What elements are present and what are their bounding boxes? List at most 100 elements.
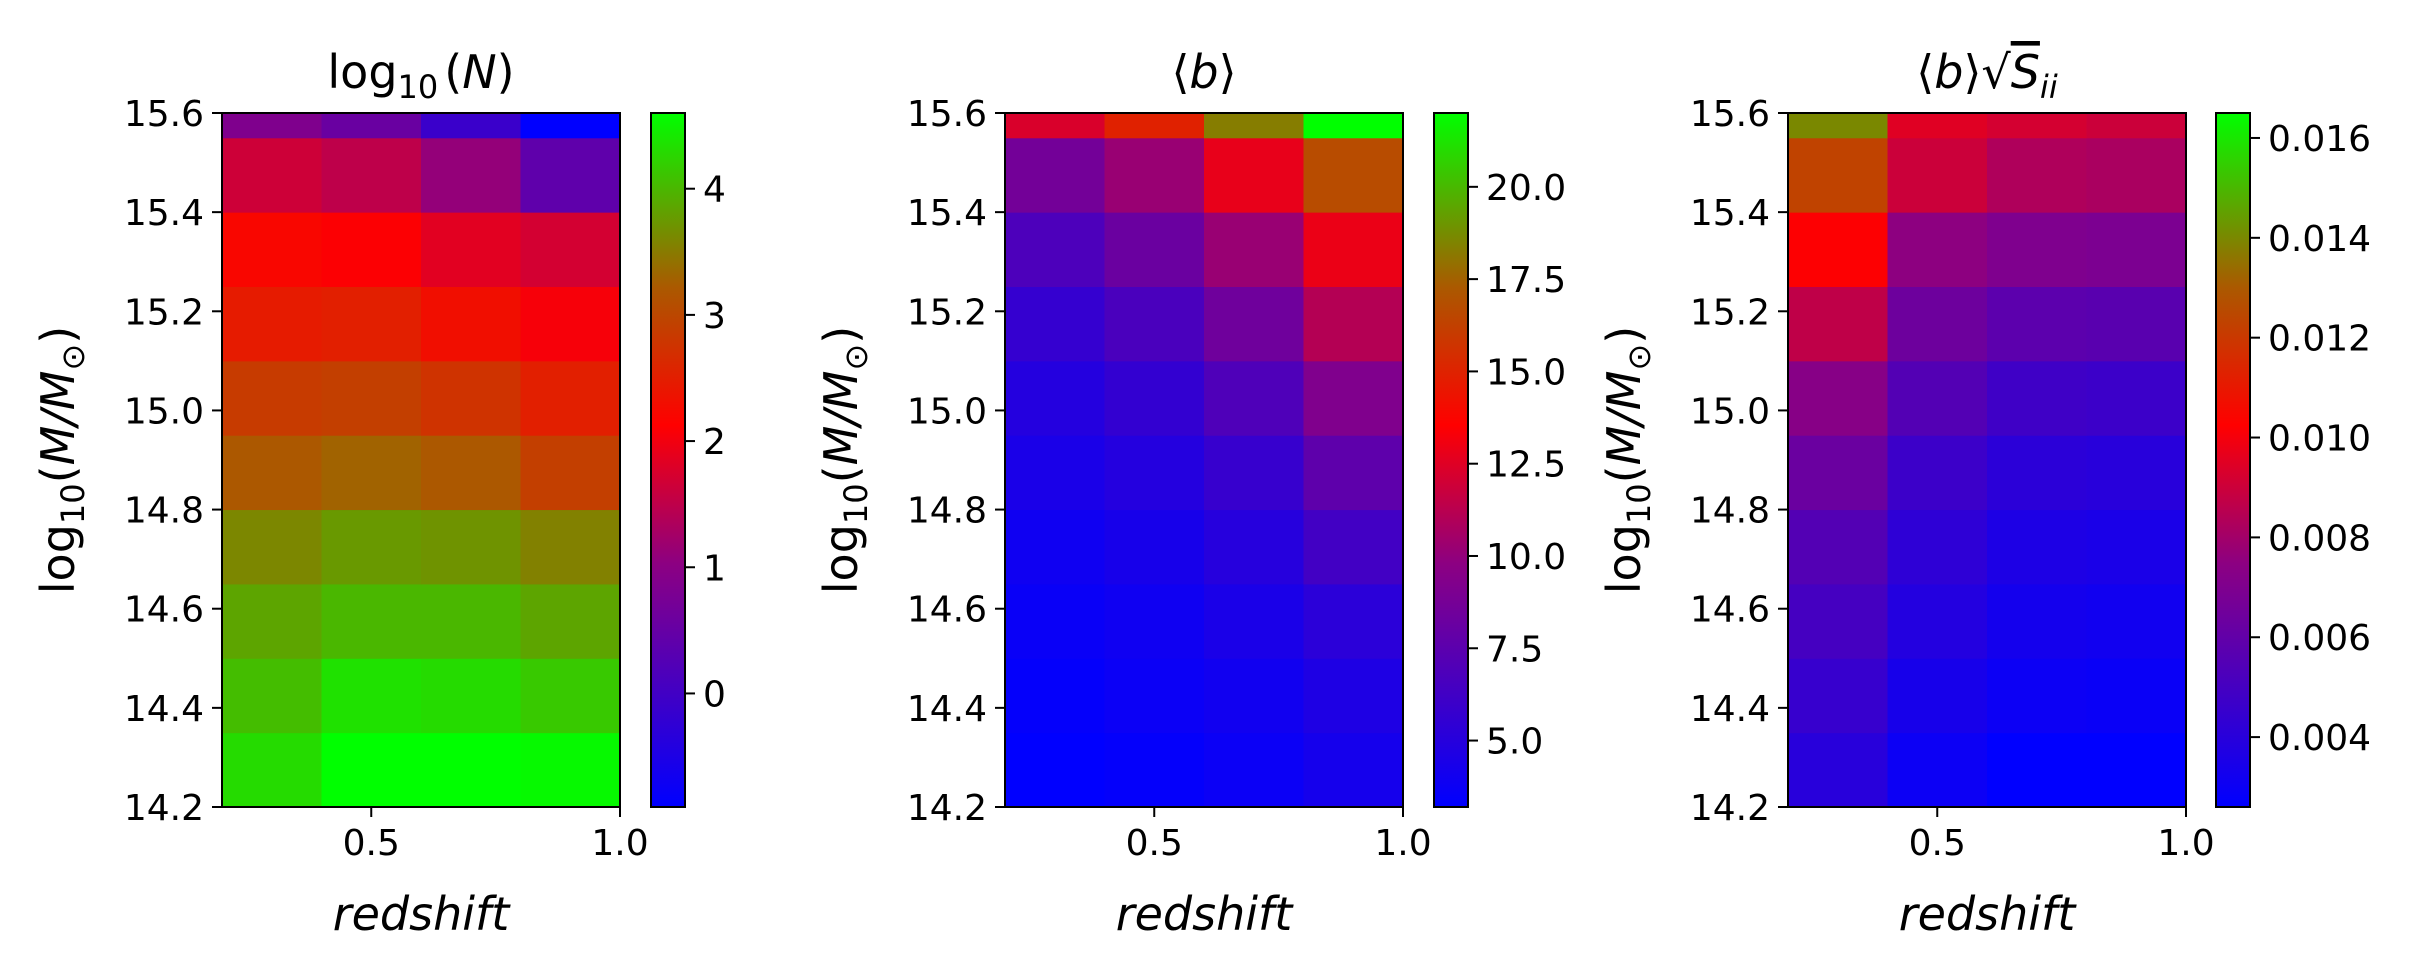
heatmap-cell-r5-c2 bbox=[1987, 360, 2087, 436]
colorbar-tick-label: 0.014 bbox=[2268, 219, 2371, 260]
heatmap-cell-r4-c3 bbox=[520, 435, 620, 511]
heatmap-cell-r1-c0 bbox=[1005, 658, 1105, 734]
heatmap-cell-r1-c2 bbox=[421, 658, 521, 734]
heatmap-cell-r3-c0 bbox=[222, 509, 322, 585]
heatmap-cell-r7-c1 bbox=[1887, 212, 1988, 287]
heatmap-cell-r7-c0 bbox=[1005, 212, 1105, 287]
heatmap-cell-r0-c2 bbox=[421, 732, 521, 807]
heatmap-cell-r1-c1 bbox=[1104, 658, 1205, 734]
colorbar: 0.004 0.006 0.008 0.010 0.012 0.014 0.016 bbox=[2215, 112, 2371, 808]
heatmap-cell-r2-c2 bbox=[1987, 583, 2087, 659]
heatmap-cell-r0-c2 bbox=[1204, 732, 1304, 807]
y-tick-label: 15.2 bbox=[907, 292, 987, 333]
heatmap-cell-r9-c2 bbox=[421, 113, 521, 139]
heatmap-cell-r9-c2 bbox=[1987, 113, 2087, 139]
heatmap-cell-r8-c3 bbox=[2086, 137, 2186, 213]
y-tick-label: 14.8 bbox=[124, 491, 204, 532]
colorbar-frame bbox=[1433, 112, 1469, 808]
heatmap-cell-r9-c0 bbox=[222, 113, 322, 139]
colorbar-tick-label: 5.0 bbox=[1486, 722, 1543, 763]
heatmap-cell-r0-c3 bbox=[1303, 732, 1403, 807]
heatmap-cell-r4-c1 bbox=[321, 435, 422, 511]
heatmap-cell-r3-c2 bbox=[1987, 509, 2087, 585]
y-tick-label: 15.4 bbox=[124, 193, 204, 234]
colorbar-tick-label: 2 bbox=[703, 422, 726, 463]
heatmap-cell-r6-c3 bbox=[520, 286, 620, 362]
heatmap-cell-r8-c3 bbox=[1303, 137, 1403, 213]
heatmap-cell-r9-c1 bbox=[1104, 113, 1205, 139]
panel-title: ⟨b⟩ bbox=[1171, 45, 1236, 99]
heatmap-cell-r9-c1 bbox=[321, 113, 422, 139]
heatmap-cell-r4-c3 bbox=[1303, 435, 1403, 511]
colorbar-tick-label: 1 bbox=[703, 548, 726, 589]
heatmap-cell-r4-c1 bbox=[1104, 435, 1205, 511]
heatmap-cell-r2-c3 bbox=[2086, 583, 2186, 659]
heatmap-cells bbox=[222, 113, 620, 807]
heatmap-cell-r7-c3 bbox=[520, 212, 620, 287]
colorbar-tick-label: 7.5 bbox=[1486, 629, 1543, 670]
colorbar: 0 1 2 3 4 bbox=[650, 112, 726, 808]
heatmap-cell-r8-c0 bbox=[1005, 137, 1105, 213]
heatmap-cell-r2-c0 bbox=[1005, 583, 1105, 659]
heatmap-cell-r6-c1 bbox=[321, 286, 422, 362]
colorbar: 5.0 7.5 10.0 12.5 15.0 17.5 20.0 bbox=[1433, 112, 1566, 808]
y-tick-label: 15.2 bbox=[124, 292, 204, 333]
heatmap-cell-r8-c2 bbox=[421, 137, 521, 213]
heatmap-cell-r8-c3 bbox=[520, 137, 620, 213]
y-tick-label: 14.4 bbox=[124, 689, 204, 730]
heatmap-cell-r5-c2 bbox=[421, 360, 521, 436]
heatmap-cell-r7-c2 bbox=[1987, 212, 2087, 287]
heatmap-cell-r8-c1 bbox=[1104, 137, 1205, 213]
heatmap-cell-r3-c0 bbox=[1788, 509, 1888, 585]
y-tick-label: 14.4 bbox=[907, 689, 987, 730]
heatmap-cell-r1-c3 bbox=[1303, 658, 1403, 734]
colorbar-frame bbox=[2215, 112, 2251, 808]
heatmap-cells bbox=[1788, 113, 2186, 807]
heatmap-cell-r7-c2 bbox=[1204, 212, 1304, 287]
x-tick-label: 1.0 bbox=[1374, 823, 1431, 864]
heatmap-cell-r5-c3 bbox=[2086, 360, 2186, 436]
heatmap-cell-r2-c0 bbox=[1788, 583, 1888, 659]
y-axis-label: log10(M/M⊙) bbox=[1597, 326, 1658, 594]
heatmap-cell-r6-c2 bbox=[1987, 286, 2087, 362]
x-tick-label: 1.0 bbox=[591, 823, 648, 864]
y-tick-label: 15.2 bbox=[1690, 292, 1770, 333]
heatmap-cell-r8-c2 bbox=[1204, 137, 1304, 213]
y-tick-label: 14.8 bbox=[907, 491, 987, 532]
heatmap-cell-r9-c3 bbox=[1303, 113, 1403, 139]
colorbar-tick-label: 10.0 bbox=[1486, 537, 1566, 578]
y-tick-label: 15.6 bbox=[907, 94, 987, 135]
heatmap-panel-1: 0.5 1.0 14.2 14.4 14.6 14.8 15.0 15.2 15.4 15.6 re… bbox=[31, 45, 726, 941]
heatmap-cell-r2-c0 bbox=[222, 583, 322, 659]
heatmap-cell-r7-c0 bbox=[1788, 212, 1888, 287]
heatmap-cell-r8-c1 bbox=[321, 137, 422, 213]
heatmap-cell-r5-c3 bbox=[1303, 360, 1403, 436]
x-tick-label: 0.5 bbox=[343, 823, 400, 864]
heatmap-cell-r7-c3 bbox=[1303, 212, 1403, 287]
y-tick-label: 14.4 bbox=[1690, 689, 1770, 730]
heatmap-cell-r8-c0 bbox=[222, 137, 322, 213]
heatmap-cell-r5-c1 bbox=[321, 360, 422, 436]
heatmap-cell-r9-c2 bbox=[1204, 113, 1304, 139]
x-axis-label: redshift bbox=[1899, 887, 2078, 941]
x-tick-label: 0.5 bbox=[1909, 823, 1966, 864]
heatmap-cell-r7-c0 bbox=[222, 212, 322, 287]
heatmap-cell-r4-c2 bbox=[1987, 435, 2087, 511]
heatmap-cell-r6-c3 bbox=[2086, 286, 2186, 362]
heatmap-cell-r4-c0 bbox=[1788, 435, 1888, 511]
y-tick-label: 15.0 bbox=[1690, 391, 1770, 432]
heatmap-cell-r6-c3 bbox=[1303, 286, 1403, 362]
heatmap-cell-r6-c1 bbox=[1104, 286, 1205, 362]
heatmap-cell-r6-c0 bbox=[1788, 286, 1888, 362]
heatmap-cell-r6-c0 bbox=[222, 286, 322, 362]
colorbar-tick-label: 15.0 bbox=[1486, 352, 1566, 393]
heatmap-cell-r7-c2 bbox=[421, 212, 521, 287]
heatmap-cell-r2-c2 bbox=[421, 583, 521, 659]
heatmap-cell-r1-c0 bbox=[1788, 658, 1888, 734]
heatmap-cell-r3-c1 bbox=[1887, 509, 1988, 585]
colorbar-tick-label: 3 bbox=[703, 296, 726, 337]
heatmap-cell-r3-c3 bbox=[520, 509, 620, 585]
panel-title: log10 (N) bbox=[327, 45, 514, 106]
heatmap-cells bbox=[1005, 113, 1403, 807]
